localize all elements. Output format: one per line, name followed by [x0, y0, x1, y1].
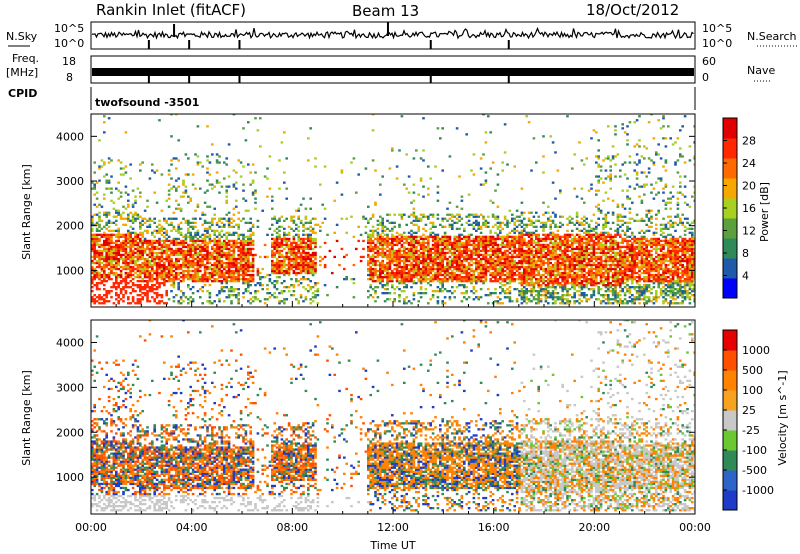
colorbar-tick-label: 12: [742, 225, 756, 238]
colorbar-tick-label: 500: [742, 364, 763, 377]
colorbar-tick-label: 24: [742, 157, 756, 170]
colorbar-tick-label: -1000: [742, 484, 774, 497]
colorbar-swatch: [723, 198, 737, 219]
colorbar-tick-label: -100: [742, 444, 767, 457]
colorbar-swatch: [723, 490, 737, 511]
range-tick-label: 3000: [56, 381, 84, 394]
colorbar-swatch: [723, 158, 737, 179]
colorbar-swatch: [723, 470, 737, 491]
time-tick-label: 00:00: [679, 521, 711, 534]
power-colorbar-label: Power [dB]: [758, 182, 771, 242]
colorbar-tick-label: 100: [742, 384, 763, 397]
freq-label: Freq.: [12, 52, 39, 65]
nave-tick-bottom: 0: [702, 71, 709, 84]
colorbar-swatch: [723, 218, 737, 239]
colorbar-swatch: [723, 278, 737, 299]
velocity-panel: 4000 3000 2000 1000 Slant Range [km]: [20, 319, 696, 515]
range-tick-label: 4000: [56, 130, 84, 143]
power-panel: 4000 3000 2000 1000 Slant Range [km]: [20, 113, 696, 308]
freq-unit-label: [MHz]: [6, 66, 38, 79]
cpid-panel: twofsound -3501: [90, 87, 696, 110]
time-tick-label: 00:00: [75, 521, 107, 534]
colorbar-swatch: [723, 258, 737, 279]
time-tick-label: 16:00: [478, 521, 510, 534]
nsky-tick-bottom: 10^0: [54, 37, 84, 50]
freq-tick-top: 18: [62, 55, 76, 68]
power-data: [91, 114, 695, 305]
velocity-colorbar: 1000 500 100 25 -25 -100 -500 -1000 Velocity [m…: [722, 329, 789, 511]
range-tick-label: 2000: [56, 220, 84, 233]
range-tick-label: 2000: [56, 426, 84, 439]
colorbar-tick-label: 1000: [742, 344, 770, 357]
cpid-label: CPID: [8, 87, 37, 100]
range-tick-label: 1000: [56, 471, 84, 484]
velocity-data: [91, 320, 695, 512]
colorbar-swatch: [723, 410, 737, 431]
time-axis: 00:00 04:00 08:00 12:00 16:00 20:00 00:00: [75, 301, 711, 534]
colorbar-swatch: [723, 350, 737, 371]
nsky-tick-top: 10^5: [54, 22, 84, 35]
beam-title: Beam 13: [352, 2, 419, 20]
range-tick-label: 1000: [56, 264, 84, 277]
velocity-colorbar-label: Velocity [m s^-1]: [776, 370, 789, 465]
freq-panel: Freq. [MHz] 18 8 60 0 Nave: [6, 52, 775, 84]
freq-trace: [92, 68, 694, 83]
station-title: Rankin Inlet (fitACF): [96, 1, 246, 19]
time-tick-label: 20:00: [578, 521, 610, 534]
colorbar-swatch: [723, 178, 737, 199]
nsearch-tick-top: 10^5: [702, 22, 732, 35]
time-axis-label: Time UT: [369, 539, 415, 552]
velocity-y-axis: 4000 3000 2000 1000: [56, 336, 695, 484]
nave-tick-top: 60: [702, 55, 716, 68]
nave-label: Nave: [747, 64, 775, 77]
range-tick-label: 3000: [56, 175, 84, 188]
colorbar-swatch: [723, 390, 737, 411]
power-colorbar: 28 24 20 16 12 8 4 Power [dB]: [722, 117, 771, 299]
power-ylabel: Slant Range [km]: [20, 164, 33, 260]
colorbar-swatch: [723, 138, 737, 159]
colorbar-tick-label: 4: [742, 270, 749, 283]
colorbar-tick-label: -500: [742, 464, 767, 477]
colorbar-swatch: [723, 330, 737, 351]
colorbar-tick-label: 8: [742, 247, 749, 260]
date-title: 18/Oct/2012: [586, 1, 679, 19]
nsky-label: N.Sky: [6, 30, 38, 43]
time-tick-label: 12:00: [377, 521, 409, 534]
nsearch-tick-bottom: 10^0: [702, 37, 732, 50]
colorbar-tick-label: 28: [742, 135, 756, 148]
cpid-value: twofsound -3501: [95, 96, 199, 109]
time-tick-label: 04:00: [176, 521, 208, 534]
colorbar-swatch: [723, 118, 737, 139]
freq-tick-bottom: 8: [66, 71, 73, 84]
nsky-panel: N.Sky 10^5 10^0 10^5 10^0 N.Search: [6, 21, 798, 50]
colorbar-tick-label: 20: [742, 180, 756, 193]
range-tick-label: 4000: [56, 336, 84, 349]
velocity-ylabel: Slant Range [km]: [20, 370, 33, 466]
colorbar-tick-label: 25: [742, 404, 756, 417]
nsky-trace: [91, 22, 694, 49]
time-tick-label: 08:00: [276, 521, 308, 534]
colorbar-tick-label: 16: [742, 202, 756, 215]
colorbar-swatch: [723, 430, 737, 451]
colorbar-swatch: [723, 450, 737, 471]
nsearch-label: N.Search: [747, 30, 797, 43]
power-y-axis: 4000 3000 2000 1000: [56, 130, 695, 277]
colorbar-swatch: [723, 370, 737, 391]
colorbar-swatch: [723, 238, 737, 259]
colorbar-tick-label: -25: [742, 424, 760, 437]
